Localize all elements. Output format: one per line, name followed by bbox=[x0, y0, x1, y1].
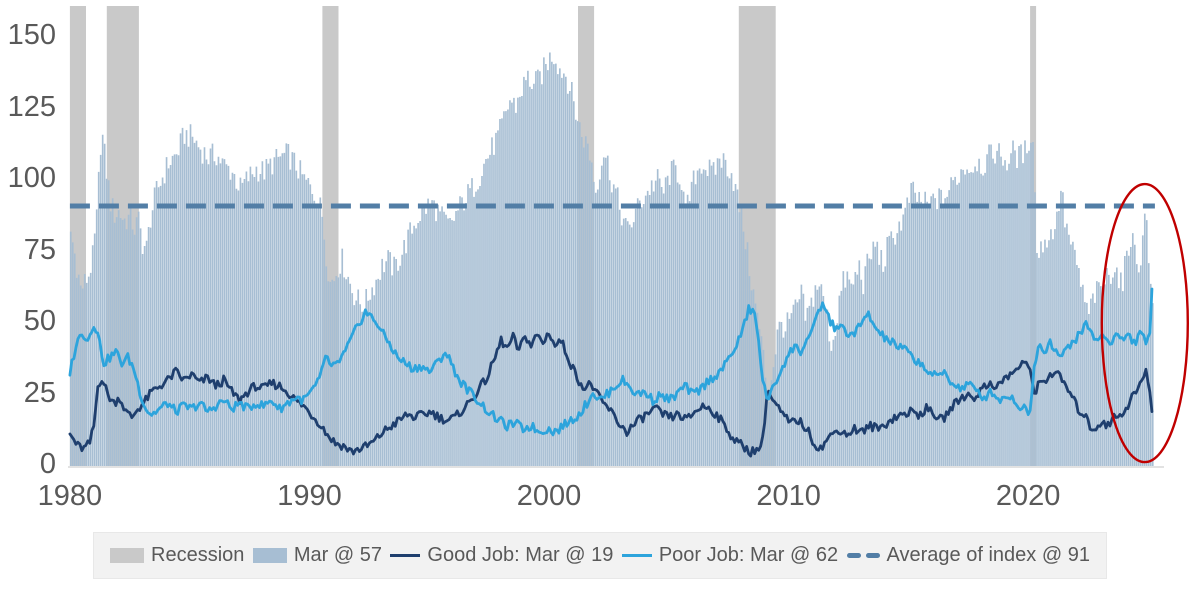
annotation-ellipse bbox=[1100, 182, 1190, 464]
poor-job-line bbox=[68, 287, 1154, 437]
average-dash-swatch-icon bbox=[846, 553, 880, 558]
good-job-line bbox=[68, 331, 1154, 458]
legend-item-index: Mar @ 57 bbox=[252, 544, 382, 567]
index-area-swatch-icon bbox=[252, 548, 287, 563]
index-area-bars bbox=[69, 52, 1154, 466]
legend-item-average: Average of index @ 91 bbox=[846, 544, 1090, 567]
legend-item-poor-job: Poor Job: Mar @ 62 bbox=[621, 544, 839, 567]
legend-item-recession: Recession bbox=[110, 544, 244, 567]
legend-label: Good Job: Mar @ 19 bbox=[427, 544, 614, 566]
legend-item-good-job: Good Job: Mar @ 19 bbox=[390, 544, 613, 567]
legend-label: Poor Job: Mar @ 62 bbox=[658, 544, 839, 566]
legend-label: Mar @ 57 bbox=[293, 544, 382, 566]
legend-label: Recession bbox=[151, 544, 245, 566]
chart-legend: Recession Mar @ 57 Good Job: Mar @ 19 Po… bbox=[93, 532, 1107, 579]
poor-job-line-swatch-icon bbox=[621, 553, 652, 558]
legend-label: Average of index @ 91 bbox=[886, 544, 1090, 566]
good-job-line-swatch-icon bbox=[390, 553, 421, 558]
recession-swatch-icon bbox=[110, 548, 144, 563]
